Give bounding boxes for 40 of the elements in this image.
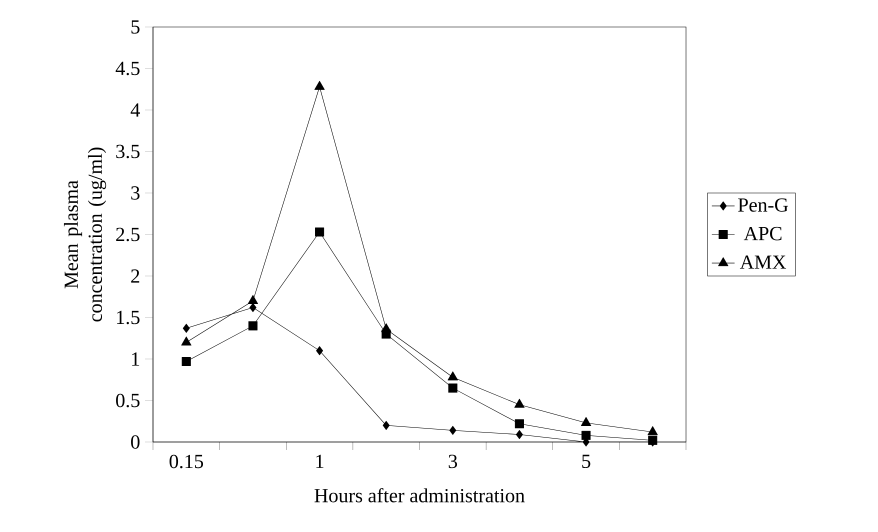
point xyxy=(514,419,524,428)
y-tick-label: 3.5 xyxy=(116,144,140,158)
point xyxy=(382,420,390,430)
point xyxy=(582,430,591,440)
point xyxy=(448,371,458,380)
point xyxy=(316,346,324,356)
point xyxy=(249,303,256,312)
x-tick-label: 1 xyxy=(316,454,324,468)
y-tick-label: 3 xyxy=(131,186,140,200)
legend-label: Pen-G xyxy=(738,198,788,212)
x-tick-label: 3 xyxy=(448,454,458,468)
y-axis-title: Mean plasma concentration (ug/ml) xyxy=(64,148,106,322)
x-axis-title: Hours after administration xyxy=(314,488,525,502)
point xyxy=(181,336,192,346)
x-tick-label: 5 xyxy=(582,454,590,468)
point xyxy=(449,426,456,435)
x-tick-label: 0.15 xyxy=(170,454,204,468)
point xyxy=(248,321,258,330)
y-tick-label: 1.5 xyxy=(117,310,140,324)
point xyxy=(514,398,525,408)
y-tick-label: 2.5 xyxy=(116,228,140,242)
y-tick-label: 2 xyxy=(131,269,140,283)
point xyxy=(182,324,190,333)
point xyxy=(248,295,258,304)
y-tick-label: 5 xyxy=(131,20,140,34)
point xyxy=(182,356,191,366)
legend-label: APC xyxy=(744,226,782,240)
legend-label: AMX xyxy=(740,255,786,269)
point xyxy=(381,323,392,332)
point xyxy=(516,430,523,440)
y-tick-label: 1 xyxy=(132,352,140,366)
point xyxy=(648,426,658,436)
y-tick-label: 4 xyxy=(130,103,140,117)
y-tick-label: 4.5 xyxy=(116,62,140,76)
point xyxy=(580,417,592,426)
y-tick-label: 0.5 xyxy=(116,394,140,408)
point xyxy=(448,384,458,393)
point xyxy=(315,227,324,237)
y-tick-label: 0 xyxy=(131,435,140,449)
point xyxy=(314,80,325,90)
